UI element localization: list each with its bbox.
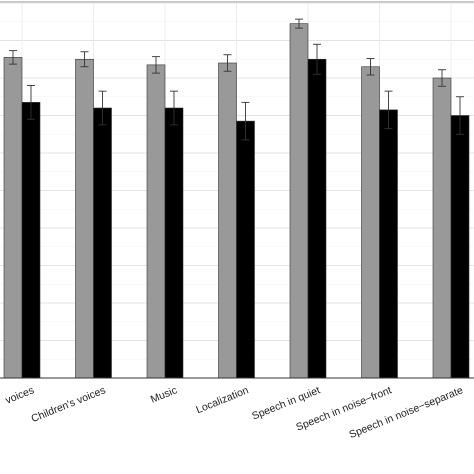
bars [3,18,470,379]
bar-series-2 [93,107,112,379]
bar-series-1 [146,64,166,379]
bar-series-2 [236,120,255,379]
bar-series-2 [450,115,470,379]
bar-series-1 [432,77,452,379]
bar-series-1 [218,62,237,379]
bar-series-2 [21,102,41,379]
bar-series-2 [379,109,398,379]
bar-series-1 [75,58,94,379]
bar-series-2 [307,58,327,379]
bar-series-2 [164,107,184,379]
bar-series-1 [3,57,23,379]
bar-series-1 [361,66,380,379]
bar-series-1 [289,23,309,379]
